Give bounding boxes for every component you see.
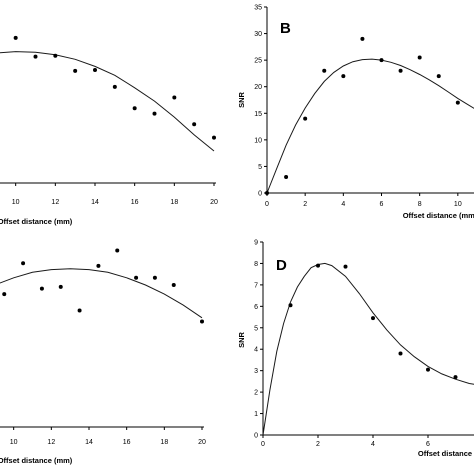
panel-3-data-point	[152, 275, 157, 280]
panel-2-x-tick-label: 0	[265, 201, 269, 208]
panel-4-x-tick-label: 6	[426, 441, 430, 448]
panel-4-data-point	[371, 316, 375, 321]
panel-2-y-tick-label: 5	[258, 164, 262, 171]
panel-4-y-tick-label: 4	[254, 347, 258, 354]
panel-1-x-tick-label: 20	[210, 199, 218, 206]
panel-2-data-point	[322, 68, 327, 73]
panel-4-y-axis-label: SNR	[237, 332, 246, 348]
panel-3-data-point	[134, 275, 139, 280]
panel-4-y-tick-label: 9	[254, 240, 258, 247]
panel-1-data-point	[192, 122, 197, 127]
panel-1-data-point	[172, 95, 177, 100]
panel-2-data-point	[455, 100, 460, 105]
panel-4-x-tick-label: 2	[316, 441, 320, 448]
panel-4-y-tick-label: 0	[254, 433, 258, 440]
panel-4-y-tick-label: 2	[254, 390, 258, 397]
panel-3-x-tick-label: 20	[198, 439, 206, 446]
panel-3-x-tick-label: 14	[85, 439, 93, 446]
panel-4-data-point	[288, 303, 293, 308]
panel-2-x-axis-label: Offset distance (mm)	[403, 211, 474, 220]
panel-3-x-axis-label: Offset distance (mm)	[0, 456, 73, 465]
panel-1-x-tick-label: 12	[51, 199, 59, 206]
panel-2-data-point	[417, 55, 422, 60]
panel-4-fit-curve	[262, 262, 474, 436]
panel-2-y-tick-label: 15	[254, 111, 262, 118]
panel-2-x-tick-label: 8	[418, 201, 422, 208]
panel-2-y-tick-label: 35	[254, 5, 262, 12]
panel-3-fit-curve	[0, 268, 203, 319]
panel-4-y-tick-label: 1	[254, 411, 258, 418]
panel-2-y-tick-label: 20	[254, 84, 262, 91]
panel-2-data-point	[398, 68, 403, 73]
panel-1-x-tick-label: 10	[12, 199, 20, 206]
panel-1-data-point	[132, 106, 137, 111]
panel-1-data-point	[93, 67, 97, 72]
panel-1-data-point	[73, 68, 78, 73]
panel-4-y-tick-label: 3	[254, 368, 258, 375]
panel-3-data-point	[39, 286, 44, 291]
panel-1-data-point	[112, 84, 117, 89]
panel-4-data-point	[453, 375, 458, 380]
panel-1-x-tick-label: 14	[91, 199, 99, 206]
panel-3-x-tick-label: 10	[10, 439, 18, 446]
panel-4-y-tick-label: 6	[254, 304, 258, 311]
panel-2-y-tick-label: 10	[254, 137, 262, 144]
panel-4-y-tick-label: 7	[254, 282, 258, 289]
panel-4-panel-label: D	[276, 257, 287, 274]
panel-1-data-point	[152, 111, 157, 116]
panel-1-fit-curve	[0, 51, 215, 152]
panel-2-x-tick-label: 2	[303, 201, 307, 208]
panel-4-data-point	[343, 264, 348, 269]
panel-3-data-point	[58, 284, 63, 289]
panel-2-x-tick-label: 4	[341, 201, 345, 208]
panel-2-data-point	[341, 74, 346, 79]
panel-3-data-point	[77, 308, 82, 313]
panel-3-data-point	[171, 283, 176, 288]
panel-4-data-point	[426, 367, 430, 372]
panel-1-data-point	[53, 53, 58, 58]
panel-4-x-axis-label: Offset distance	[418, 449, 472, 458]
panel-4-data-point	[398, 351, 403, 356]
panel-2-panel-label: B	[280, 20, 291, 37]
panel-2-data-point	[379, 58, 384, 63]
panel-1-data-point	[33, 54, 38, 59]
panel-1-x-tick-label: 18	[170, 199, 178, 206]
panel-4-x-tick-label: 4	[371, 441, 375, 448]
panel-4-data-point	[316, 263, 320, 268]
panel-3-data-point	[115, 248, 120, 253]
panel-3-data-point	[21, 261, 26, 266]
panel-2-fit-curve	[266, 58, 474, 194]
panel-2-y-tick-label: 0	[258, 191, 262, 198]
panel-2-data-point	[360, 36, 365, 41]
panel-2-data-point	[303, 116, 308, 121]
panel-2-x-tick-label: 10	[454, 201, 462, 208]
panel-2-y-tick-label: 30	[254, 31, 262, 38]
panel-2-data-point	[436, 74, 441, 79]
panel-1-x-tick-label: 16	[131, 199, 139, 206]
panel-3-x-tick-label: 18	[160, 439, 168, 446]
panel-3-x-tick-label: 12	[47, 439, 55, 446]
panel-2-y-tick-label: 25	[254, 58, 262, 65]
panel-2-data-point	[284, 175, 289, 180]
panel-2-y-axis-label: SNR	[237, 92, 246, 108]
panel-1-data-point	[212, 135, 216, 140]
panel-4-y-tick-label: 8	[254, 261, 258, 268]
panel-3-data-point	[2, 292, 7, 297]
panel-2-data-point	[265, 191, 269, 195]
panel-3-data-point	[96, 263, 101, 268]
panel-4-y-tick-label: 5	[254, 325, 258, 332]
panel-4-x-tick-label: 0	[261, 441, 265, 448]
panel-1-x-axis-label: Offset distance (mm)	[0, 217, 73, 226]
panel-3-data-point	[200, 319, 204, 324]
panel-2-x-tick-label: 6	[380, 201, 384, 208]
panel-1-data-point	[13, 35, 18, 40]
panel-3-x-tick-label: 16	[123, 439, 131, 446]
